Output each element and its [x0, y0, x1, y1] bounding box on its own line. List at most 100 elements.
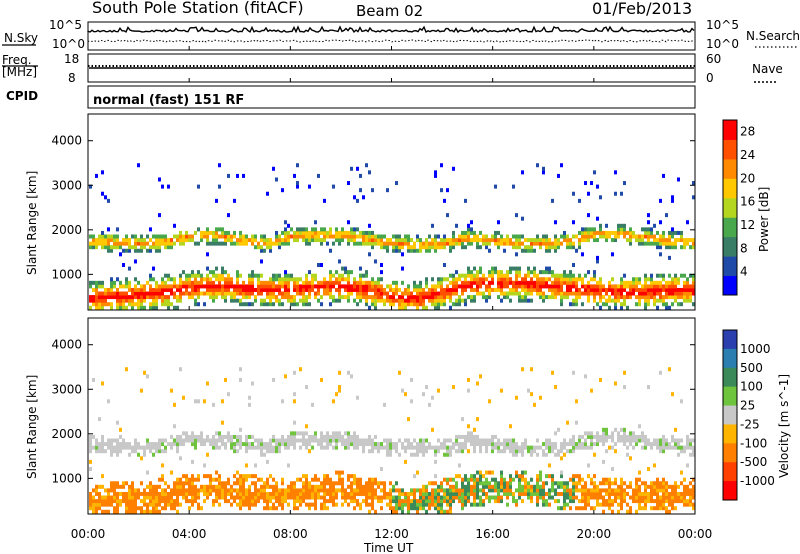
heatmap-cell [398, 248, 401, 253]
heatmap-cell [599, 434, 602, 439]
heatmap-cell [293, 499, 296, 504]
heatmap-cell [188, 477, 191, 482]
heatmap-cell [317, 477, 320, 482]
heatmap-cell [536, 287, 539, 292]
heatmap-cell [515, 252, 518, 257]
heatmap-cell [527, 491, 530, 496]
heatmap-cell [149, 284, 152, 289]
heatmap-cell [185, 280, 188, 285]
heatmap-cell [320, 442, 323, 447]
heatmap-cell [347, 241, 350, 246]
heatmap-cell [368, 438, 371, 443]
heatmap-cell [272, 277, 275, 282]
heatmap-cell [449, 438, 452, 443]
heatmap-cell [629, 230, 632, 235]
heatmap-cell [563, 291, 566, 296]
heatmap-cell [497, 488, 500, 493]
heatmap-cell [233, 298, 236, 303]
heatmap-cell [635, 481, 638, 486]
heatmap-cell [602, 230, 605, 235]
heatmap-cell [509, 291, 512, 296]
heatmap-cell [245, 284, 248, 289]
heatmap-cell [191, 491, 194, 496]
heatmap-cell [497, 270, 500, 275]
heatmap-cell [281, 477, 284, 482]
heatmap-cell [500, 388, 503, 393]
heatmap-cell [431, 491, 434, 496]
heatmap-cell [239, 506, 242, 511]
heatmap-cell [197, 270, 200, 275]
heatmap-cell [377, 291, 380, 296]
heatmap-cell [188, 238, 191, 243]
heatmap-cell [281, 442, 284, 447]
heatmap-cell [569, 506, 572, 511]
heatmap-cell [128, 499, 131, 504]
heatmap-cell [677, 238, 680, 243]
heatmap-cell [176, 298, 179, 303]
heatmap-cell [674, 277, 677, 282]
heatmap-cell [125, 298, 128, 303]
heatmap-cell [584, 273, 587, 278]
heatmap-cell [491, 477, 494, 482]
heatmap-cell [98, 484, 101, 489]
heatmap-cell [359, 277, 362, 282]
heatmap-cell [545, 438, 548, 443]
heatmap-cell [434, 481, 437, 486]
heatmap-cell [365, 238, 368, 243]
heatmap-cell [152, 509, 155, 514]
heatmap-cell [335, 270, 338, 275]
heatmap-cell [134, 234, 137, 239]
heatmap-cell [455, 298, 458, 303]
heatmap-cell [236, 273, 239, 278]
heatmap-cell [395, 499, 398, 504]
heatmap-cell [479, 495, 482, 500]
heatmap-cell [278, 499, 281, 504]
heatmap-cell [587, 445, 590, 450]
heatmap-cell [554, 241, 557, 246]
heatmap-cell [518, 273, 521, 278]
heatmap-cell [134, 295, 137, 300]
heatmap-cell [176, 438, 179, 443]
heatmap-cell [224, 434, 227, 439]
heatmap-cell [329, 438, 332, 443]
heatmap-cell [191, 502, 194, 507]
heatmap-cell [386, 295, 389, 300]
heatmap-cell [458, 491, 461, 496]
heatmap-cell [116, 245, 119, 250]
heatmap-cell [434, 305, 437, 310]
heatmap-cell [665, 238, 668, 243]
heatmap-cell [398, 295, 401, 300]
heatmap-cell [491, 234, 494, 239]
heatmap-cell [272, 502, 275, 507]
heatmap-cell [386, 188, 389, 193]
heatmap-cell [416, 302, 419, 307]
heatmap-cell [122, 305, 125, 310]
heatmap-cell [476, 495, 479, 500]
heatmap-cell [278, 273, 281, 278]
heatmap-cell [302, 280, 305, 285]
heatmap-cell [320, 302, 323, 307]
heatmap-cell [188, 499, 191, 504]
power-colorbar-tick: 20 [740, 171, 755, 185]
heatmap-cell [626, 291, 629, 296]
heatmap-cell [473, 266, 476, 271]
heatmap-cell [578, 434, 581, 439]
heatmap-cell [155, 502, 158, 507]
heatmap-cell [110, 238, 113, 243]
heatmap-cell [374, 491, 377, 496]
heatmap-cell [155, 241, 158, 246]
heatmap-cell [272, 449, 275, 454]
heatmap-cell [401, 280, 404, 285]
heatmap-cell [563, 499, 566, 504]
heatmap-cell [641, 431, 644, 436]
heatmap-cell [155, 491, 158, 496]
heatmap-cell [191, 495, 194, 500]
heatmap-cell [671, 234, 674, 239]
heatmap-cell [323, 277, 326, 282]
heatmap-cell [320, 295, 323, 300]
heatmap-cell [617, 223, 620, 228]
heatmap-cell [347, 502, 350, 507]
heatmap-cell [254, 238, 257, 243]
heatmap-cell [572, 245, 575, 250]
